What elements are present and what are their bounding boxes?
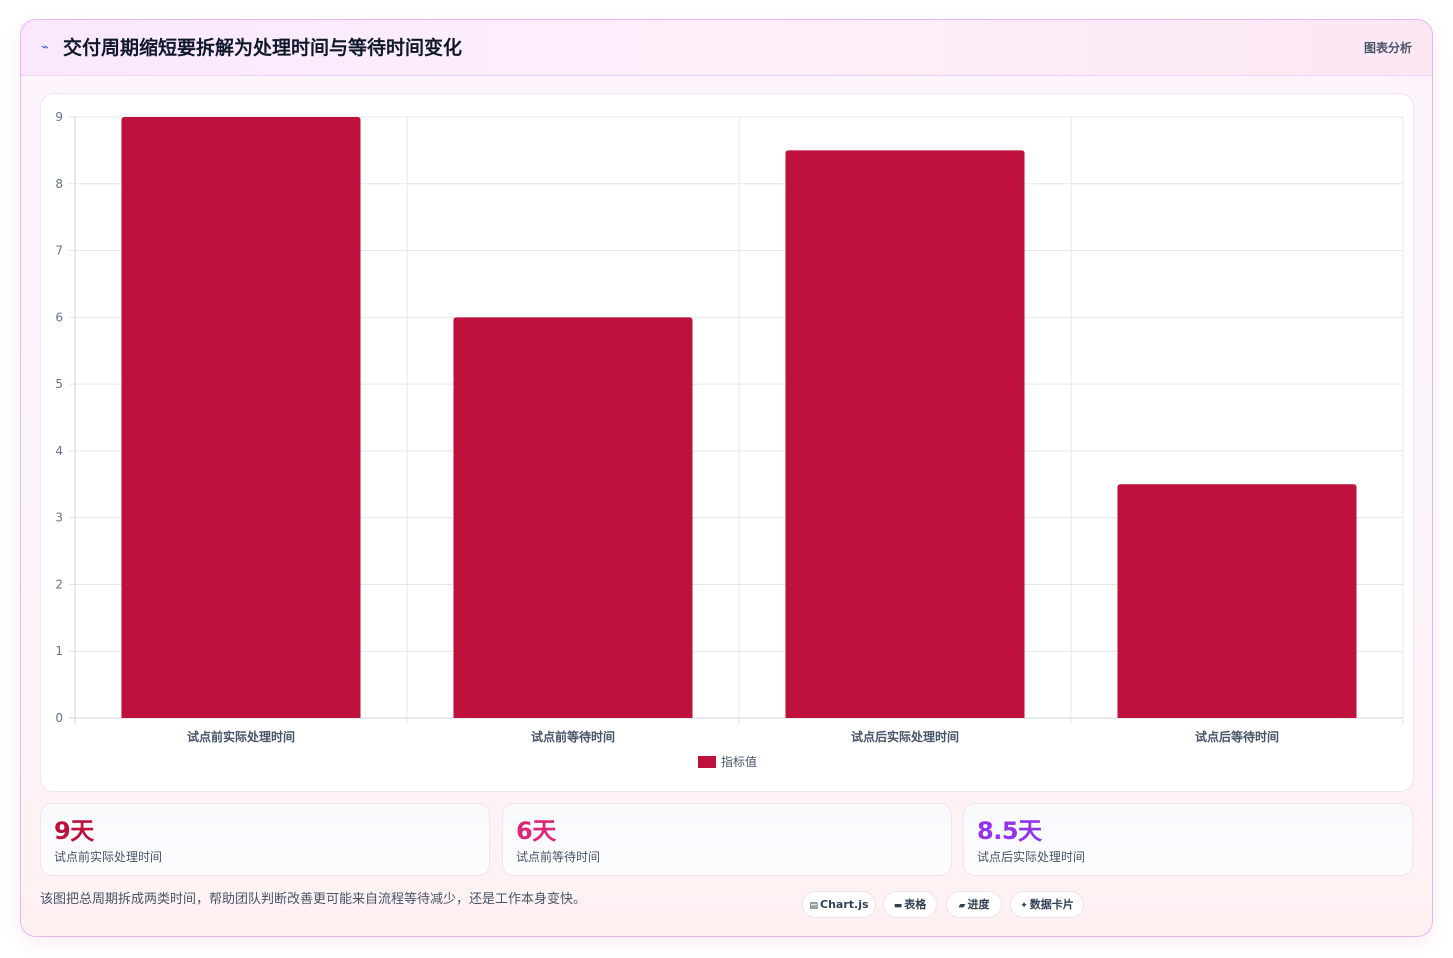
progress-icon: ▰ <box>958 901 966 911</box>
bar-4 <box>1117 484 1357 718</box>
x-tick-label: 试点前等待时间 <box>531 729 615 744</box>
stat-label: 试点前等待时间 <box>516 850 601 864</box>
stat-label: 试点后实际处理时间 <box>977 850 1086 864</box>
chart-legend[interactable]: 指标值 <box>698 754 757 769</box>
stat-card-3: 8.5天 试点后实际处理时间 <box>963 803 1413 876</box>
x-tick-label: 试点前实际处理时间 <box>187 729 295 744</box>
y-tick-label: 3 <box>55 511 63 525</box>
chip-table[interactable]: ▬ 表格 <box>883 891 937 918</box>
chart-icon: ▤ <box>809 901 818 911</box>
y-tick-label: 7 <box>55 244 63 258</box>
bar-3 <box>785 150 1025 718</box>
y-tick-label: 6 <box>55 310 63 324</box>
sparkle-icon: ✦ <box>1020 901 1028 911</box>
chip-progress[interactable]: ▰ 进度 <box>946 891 1002 918</box>
bar-chart: 0 1 2 3 4 5 6 7 8 9 试点前实际处理时间 试点前等待时间 试点后实际处理时间 试点后等待… <box>55 110 1404 769</box>
chart-bars <box>121 117 1357 718</box>
stat-card-1: 9天 试点前实际处理时间 <box>40 803 490 876</box>
legend-label[interactable]: 指标值 <box>721 754 757 769</box>
chart-line-icon: ⌁ <box>41 40 49 55</box>
chart-axes: 0 1 2 3 4 5 6 7 8 9 试点前实际处理时间 试点前等待时间 试点后实际处理时间 试点后等待… <box>55 110 1279 744</box>
stat-value: 6天 <box>516 817 556 845</box>
chart-analysis-label: 图表分析 <box>1363 41 1412 55</box>
bar-1 <box>121 117 361 718</box>
bar-2 <box>453 317 693 718</box>
page-title: 交付周期缩短要拆解为处理时间与等待时间变化 <box>63 37 463 59</box>
y-tick-label: 4 <box>55 444 63 458</box>
y-tick-label: 8 <box>55 177 63 191</box>
chip-label: 数据卡片 <box>1029 898 1074 911</box>
footer-note: 该图把总周期拆成两类时间，帮助团队判断改善更可能来自流程等待减少，还是工作本身变… <box>40 892 587 907</box>
x-tick-label: 试点后等待时间 <box>1195 729 1279 744</box>
stats-row: 9天 试点前实际处理时间 6天 试点前等待时间 8.5天 试点后实际处理时间 <box>40 803 1414 876</box>
chart-panel: 0 1 2 3 4 5 6 7 8 9 试点前实际处理时间 试点前等待时间 试点后实际处理时间 试点后等待… <box>40 93 1414 792</box>
y-tick-label: 0 <box>55 711 63 725</box>
chip-chartjs[interactable]: ▤ Chart.js <box>802 891 876 918</box>
chart-card: ⌁ 交付周期缩短要拆解为处理时间与等待时间变化 图表分析 0 1 2 3 4 5 6 7 8 9 试… <box>20 19 1433 937</box>
y-tick-label: 2 <box>55 577 63 591</box>
stat-value: 9天 <box>54 817 94 845</box>
chip-label: 进度 <box>967 898 990 911</box>
stat-value: 8.5天 <box>977 817 1042 845</box>
y-tick-label: 1 <box>55 644 63 658</box>
y-tick-label: 9 <box>55 110 63 124</box>
stat-card-2: 6天 试点前等待时间 <box>502 803 952 876</box>
chip-data-cards[interactable]: ✦ 数据卡片 <box>1010 891 1084 918</box>
chip-label: 表格 <box>904 898 927 911</box>
y-tick-label: 5 <box>55 377 63 391</box>
legend-swatch[interactable] <box>698 756 716 768</box>
stat-label: 试点前实际处理时间 <box>54 850 163 864</box>
chip-label: Chart.js <box>820 898 869 911</box>
table-icon: ▬ <box>893 901 903 911</box>
x-tick-label: 试点后实际处理时间 <box>851 729 959 744</box>
card-header: ⌁ 交付周期缩短要拆解为处理时间与等待时间变化 图表分析 <box>21 20 1432 76</box>
